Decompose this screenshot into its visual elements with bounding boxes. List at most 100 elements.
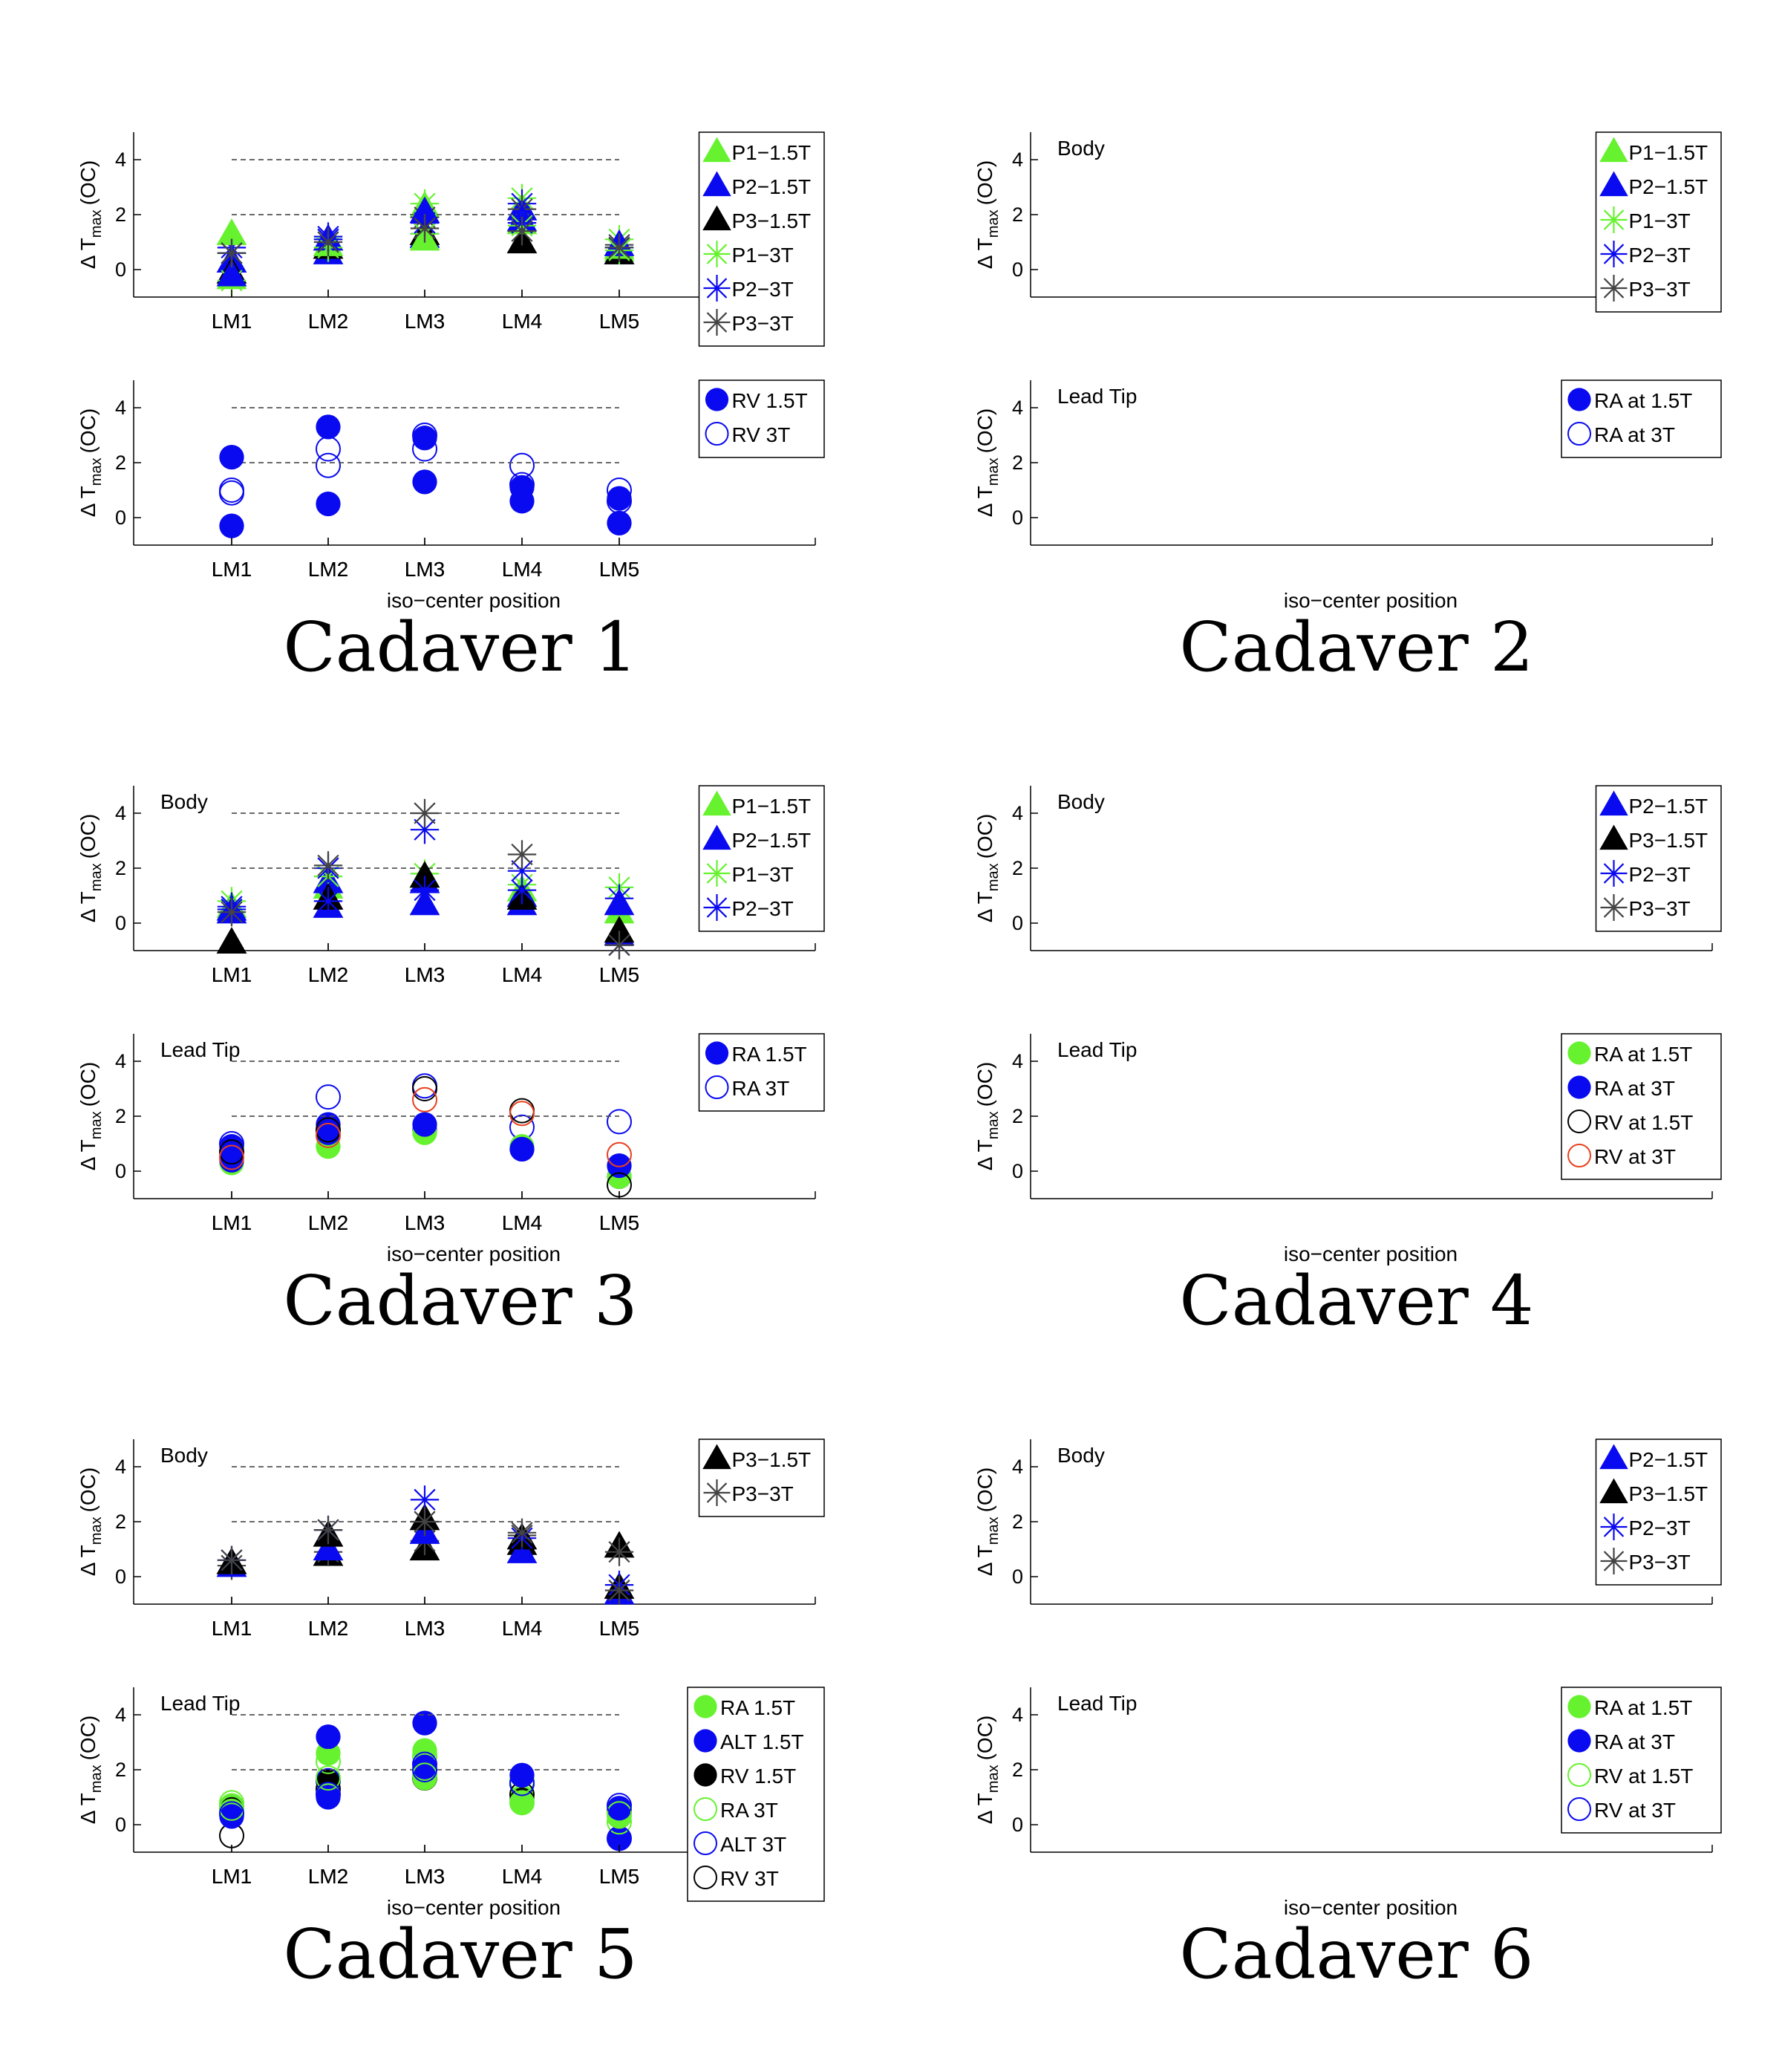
x-tick-label: LM3 [405,1617,445,1640]
y-tick-label: 0 [115,1160,126,1182]
cadaver-3-title: Cadaver 3 [283,1261,638,1340]
legend-marker [1567,1763,1591,1787]
panel-label: Body [160,790,208,813]
x-tick-label: LM4 [502,1617,542,1640]
x-tick-label: LM2 [308,1865,348,1888]
y-tick-label: 2 [115,452,126,474]
x-tick-label: LM4 [502,558,542,581]
data-point [412,1762,437,1788]
legend-marker [1600,275,1628,302]
legend-marker [1599,1478,1628,1504]
data-point [509,1790,535,1816]
y-tick-label: 0 [115,506,126,529]
cadaver-2-panel-lead-tip: 0 2 4 LM1 LM2 LM3 LM4 LM5 Δ Tmax(OC) Lead Tip iso−… [212,379,1722,612]
data-point [604,884,634,913]
legend-marker [693,1729,717,1753]
legend-marker [705,1041,729,1065]
series-ra-at-1-5t [219,414,632,536]
legend-marker [705,1075,729,1099]
y-tick-label: 0 [1012,258,1023,281]
legend-marker [1567,388,1591,411]
legend: P1−1.5T P2−1.5T P1−3T P2−3T [698,785,825,932]
legend-marker [705,388,729,411]
y-tick-label: 0 [115,1566,126,1588]
series-ra-at-3t [219,1754,632,1829]
x-tick-label: LM1 [212,1211,252,1234]
x-axis-label: iso−center position [1284,1242,1458,1265]
x-tick-label: LM1 [212,310,252,333]
y-axis-label: Δ Tmax(OC) [76,1062,105,1171]
data-point [607,486,632,511]
x-tick-label: LM1 [212,1617,252,1640]
y-tick-label: 4 [115,802,126,824]
y-axis-label: Δ Tmax(OC) [973,408,1002,518]
x-tick-label: LM4 [502,963,542,986]
legend-label: P3−1.5T [1629,1482,1708,1505]
y-tick-label: 4 [1012,397,1023,419]
series-ra-at-3t [219,1112,632,1179]
data-point [410,815,440,844]
data-point [412,1076,437,1101]
data-point [219,513,244,538]
x-tick-label: LM2 [308,558,348,581]
legend-label: P3−3T [1629,897,1691,920]
x-tick-label: LM5 [599,1211,639,1234]
y-tick-label: 4 [115,149,126,171]
legend-label: P1−3T [732,244,794,267]
legend-label: P2−1.5T [732,829,812,852]
x-axis-label: iso−center position [1284,589,1458,612]
data-point [607,478,632,503]
y-tick-label: 0 [115,912,126,934]
data-point [316,452,341,478]
x-tick-label: LM1 [212,310,252,333]
data-point [410,876,440,905]
legend-label: RA 1.5T [720,1696,795,1719]
panel-label: Body [1057,790,1105,813]
cadaver-5-title: Cadaver 5 [283,1915,638,1994]
y-tick-label: 2 [115,857,126,879]
x-tick-label: LM4 [502,1865,542,1888]
legend-marker [1599,790,1628,816]
data-point [412,1073,437,1099]
legend-label: P3−1.5T [732,209,812,232]
data-point [410,1485,440,1514]
data-point [607,488,632,514]
legend-box [1561,1687,1722,1834]
series-p3-3t [217,214,634,267]
data-point [604,233,634,262]
y-tick-label: 4 [115,1704,126,1726]
legend-marker [705,422,729,446]
panel-label: Lead Tip [1057,1038,1137,1061]
y-tick-label: 0 [1012,1566,1023,1588]
y-tick-label: 2 [115,1105,126,1127]
data-point [509,1101,535,1127]
legend-box [698,131,825,347]
legend-marker [703,860,731,887]
legend-marker [703,1479,731,1506]
legend-marker [703,241,731,267]
x-tick-label: LM4 [502,1211,542,1234]
data-point [316,1765,341,1791]
legend-marker [1600,1548,1628,1574]
data-point [316,1782,341,1808]
x-tick-label: LM3 [405,1617,445,1640]
data-point [219,1795,244,1821]
data-point [412,423,437,448]
legend-label: RA 3T [720,1799,778,1822]
y-tick-label: 0 [1012,1814,1023,1836]
y-tick-label: 2 [1012,452,1023,474]
legend: P3−1.5T P3−3T [698,1439,825,1517]
legend-label: RA at 3T [1594,1730,1675,1753]
x-tick-label: LM1 [212,963,252,986]
data-point [313,227,343,257]
x-tick-label: LM5 [599,1617,639,1640]
data-point [509,1790,535,1816]
data-point [412,1710,437,1736]
data-point [507,856,537,885]
data-point [507,840,537,869]
legend: RA at 1.5T RA at 3T RV at 1.5T RV at 3T [1561,1033,1722,1180]
legend-marker [702,824,731,850]
legend-marker [693,1831,717,1855]
legend-label: P3−3T [1629,1551,1691,1574]
y-tick-label: 0 [1012,506,1023,529]
